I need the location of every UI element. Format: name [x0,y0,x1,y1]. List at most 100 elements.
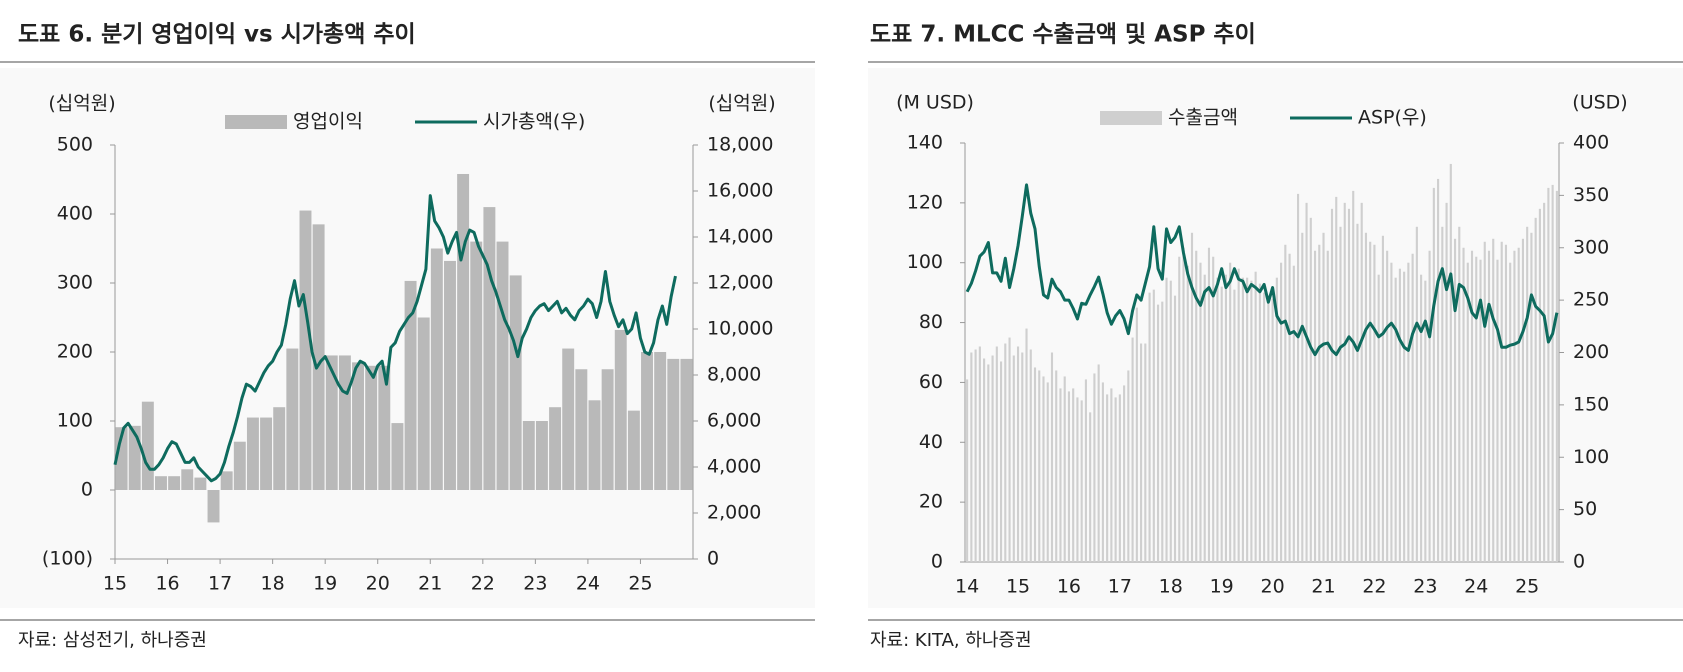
bar [1046,382,1049,562]
bar [1271,298,1274,562]
chart-title: 도표 6. 분기 영업이익 vs 시가총액 추이 [18,22,416,48]
bar [1364,232,1368,563]
bar [1169,280,1172,562]
x-tick-label: 15 [1006,576,1030,598]
bar [1326,250,1329,562]
bar [1012,355,1015,562]
y2-tick-label: 0 [707,548,719,570]
y-tick-label: (100) [42,548,93,570]
bar [312,224,325,490]
bar [470,241,483,490]
y-tick-label: 200 [57,341,93,363]
chart-title: 도표 7. MLCC 수출금액 및 ASP 추이 [870,22,1256,48]
bar [1356,223,1359,563]
legend-swatch [1100,111,1162,125]
bar [1033,367,1037,562]
bar [1339,226,1342,563]
y2-tick-label: 2,000 [707,502,761,524]
bar [128,425,141,490]
bar [509,275,522,490]
bar [1207,247,1211,562]
bar [1449,163,1452,562]
bar [1144,343,1147,562]
bar [1029,349,1032,562]
y-tick-label: 60 [919,371,943,393]
bar [1093,373,1096,562]
source: 자료: KITA, 하나증권 [870,630,1032,651]
bar [299,210,312,491]
bar [1161,301,1164,562]
bar [1021,352,1024,562]
bar [1237,268,1240,562]
bar [246,417,259,490]
bar [1377,274,1380,562]
x-tick-label: 24 [576,573,600,595]
bar [404,280,417,490]
legend-swatch [225,115,287,129]
x-tick-label: 25 [1515,576,1539,598]
bar [260,417,273,490]
bar [1403,271,1406,562]
bar [1432,187,1435,562]
bar [1373,244,1376,562]
bar [1504,244,1508,562]
bar [1080,400,1083,562]
bar [1462,247,1465,562]
bar [1288,253,1291,562]
y2-tick-label: 200 [1573,341,1609,363]
bar [991,355,994,562]
bar [1458,226,1461,563]
y2-tick-label: 6,000 [707,410,761,432]
y2-tick-label: 300 [1573,236,1609,258]
bar [522,421,535,490]
bar [1551,184,1554,562]
x-tick-label: 17 [208,573,232,595]
bar [1127,370,1130,562]
bar [1352,190,1355,562]
bar [1390,262,1393,562]
bar [1555,190,1558,562]
y-tick-label: 20 [919,491,943,513]
bar [168,476,181,490]
bar [978,346,981,562]
bar [987,364,990,562]
bar [365,365,378,490]
bar [1059,388,1062,562]
bar [1335,196,1338,562]
bar [1195,250,1198,562]
y2-tick-label: 4,000 [707,456,761,478]
x-tick-label: 19 [1210,576,1234,598]
bar [1500,241,1503,562]
y2-tick-label: 12,000 [707,272,773,294]
bar [457,173,470,491]
y2-tick-label: 10,000 [707,318,773,340]
bar [1084,379,1087,562]
x-tick-label: 24 [1464,576,1488,598]
bar [1186,265,1189,562]
bar [575,369,588,490]
bar [181,469,194,490]
bar [141,401,154,490]
bar [1016,346,1020,562]
bar [1267,295,1270,562]
x-tick-label: 23 [523,573,547,595]
bar [194,477,207,490]
legend-label: 시가총액(우) [483,111,585,133]
bar [1284,244,1287,562]
x-tick-label: 15 [103,573,127,595]
bar [588,400,601,490]
bar [1038,370,1041,562]
bar [1212,256,1215,562]
x-tick-label: 20 [1261,576,1285,598]
y2-tick-label: 150 [1573,393,1609,415]
bar [535,421,548,490]
bar [1110,388,1113,562]
bar [1173,295,1177,562]
bar [1526,226,1529,563]
bar [1309,217,1312,563]
bar [1428,250,1431,562]
bar [1424,280,1427,562]
bar [220,471,233,490]
bar [155,476,167,490]
bar [562,348,575,490]
